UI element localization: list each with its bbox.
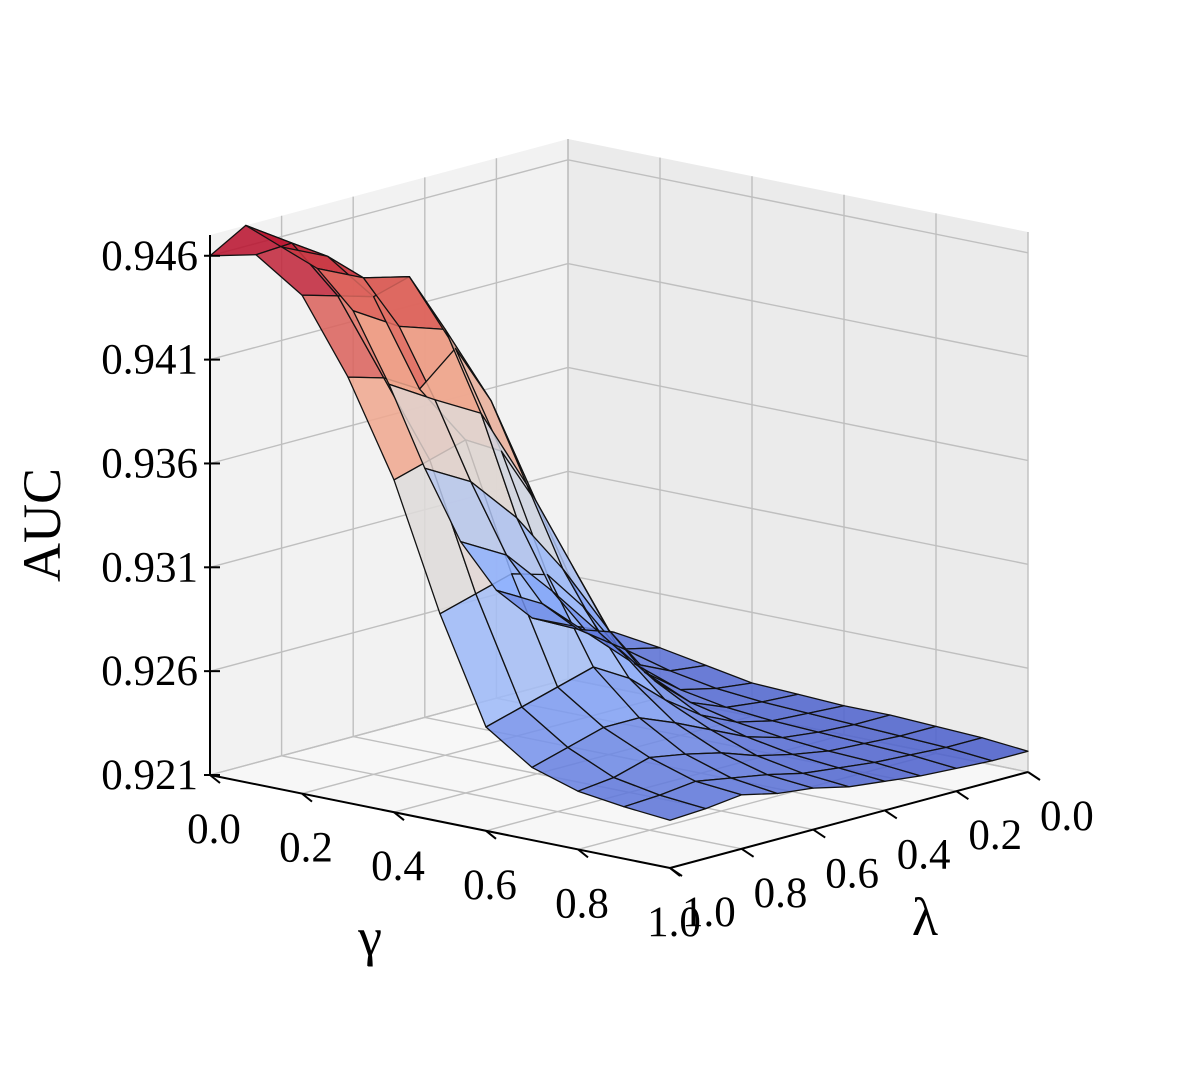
- x-tick: [485, 830, 497, 840]
- y-tick-label: 0.6: [825, 851, 879, 898]
- y-tick: [669, 867, 683, 877]
- z-tick-label: 0.931: [101, 544, 198, 591]
- x-tick-label: 0.6: [463, 862, 517, 909]
- axes-panes: [210, 139, 1028, 868]
- z-tick-label: 0.936: [101, 440, 198, 487]
- y-tick: [955, 790, 969, 801]
- x-tick-label: 0.4: [371, 843, 425, 890]
- x-axis-label: γ: [357, 907, 382, 967]
- surface-cell: [945, 737, 1029, 762]
- x-tick: [301, 792, 313, 803]
- x-tick-label: 0.0: [187, 806, 241, 853]
- surface-mesh: [209, 224, 1029, 821]
- y-axis-label: λ: [912, 887, 938, 947]
- y-tick: [741, 847, 755, 858]
- z-tick-label: 0.941: [101, 337, 198, 384]
- y-tick-label: 0.4: [897, 831, 951, 878]
- x-axis-line: [209, 774, 671, 869]
- y-tick: [812, 828, 826, 839]
- y-tick-label: 0.0: [1040, 793, 1094, 840]
- y-tick-label: 0.2: [968, 812, 1022, 859]
- x-tick: [393, 811, 405, 821]
- x-tick-label: 0.8: [555, 880, 609, 927]
- z-axis-label: AUC: [12, 468, 72, 582]
- z-tick-label: 0.946: [101, 233, 198, 280]
- y-tick: [884, 809, 898, 820]
- tick-labels: 0.921 0.926 0.931 0.936 0.941 0.946 0.0 0.2 0.4 0…: [101, 233, 1094, 946]
- x-tick-label: 0.2: [279, 825, 333, 872]
- y-tick-label: 0.8: [754, 870, 808, 917]
- x-tick-label: 1.0: [647, 899, 701, 946]
- axes-lines: [204, 235, 1041, 877]
- z-tick-label: 0.926: [101, 648, 198, 695]
- back-pane-right: [568, 139, 1028, 772]
- y-axis-line: [669, 771, 1029, 869]
- x-tick: [209, 774, 221, 784]
- y-tick: [1027, 771, 1041, 781]
- x-tick: [577, 848, 589, 859]
- y-tick-label: 1.0: [682, 889, 736, 936]
- z-tick-label: 0.921: [101, 752, 198, 799]
